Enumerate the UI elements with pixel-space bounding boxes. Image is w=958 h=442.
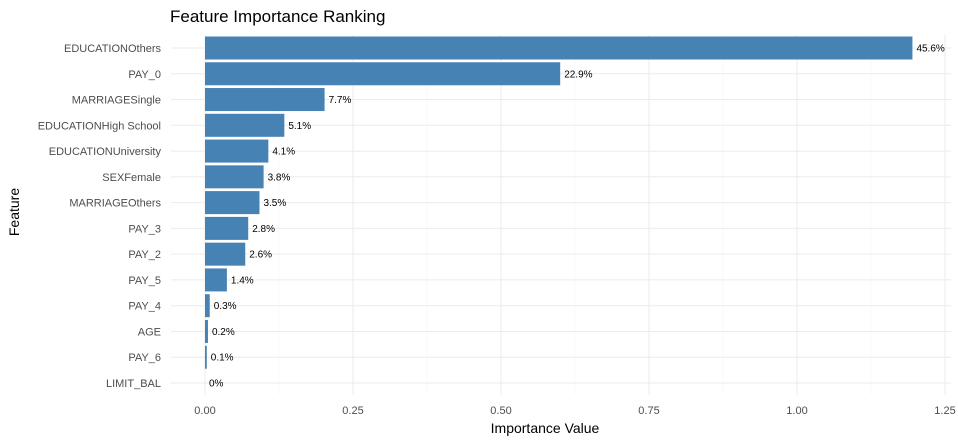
y-tick-label: PAY_3 — [128, 223, 161, 235]
bars — [205, 36, 913, 369]
y-tick-label: MARRIAGEOthers — [69, 198, 161, 210]
data-label: 22.9% — [564, 69, 592, 80]
bar — [205, 36, 913, 60]
data-label: 7.7% — [329, 95, 352, 106]
y-axis-tick-labels: EDUCATIONOthers PAY_0 MARRIAGESingle EDUCAT… — [38, 43, 162, 390]
data-label: 0.2% — [212, 327, 235, 338]
bar — [205, 139, 269, 163]
x-axis-title: Importance Value — [491, 420, 600, 436]
data-label: 3.8% — [268, 172, 291, 183]
bar — [205, 88, 325, 112]
bar — [205, 294, 210, 318]
bar — [205, 242, 246, 266]
bar — [205, 319, 208, 343]
data-label: 5.1% — [288, 121, 311, 132]
y-tick-label: EDUCATIONUniversity — [49, 146, 162, 158]
y-tick-label: PAY_5 — [128, 275, 161, 287]
y-tick-label: EDUCATIONOthers — [64, 43, 161, 55]
x-tick-label: 1.00 — [786, 405, 807, 417]
y-tick-label: LIMIT_BAL — [106, 378, 161, 390]
x-tick-label: 0.75 — [638, 405, 659, 417]
chart-title: Feature Importance Ranking — [170, 7, 385, 26]
data-label: 2.6% — [249, 250, 272, 261]
bar — [205, 191, 260, 215]
x-tick-label: 0.25 — [342, 405, 363, 417]
y-axis-title: Feature — [6, 188, 22, 236]
y-tick-label: MARRIAGESingle — [72, 95, 161, 107]
data-label: 45.6% — [916, 44, 944, 55]
data-label: 2.8% — [252, 224, 275, 235]
bar — [205, 165, 264, 189]
y-tick-label: PAY_0 — [128, 69, 161, 81]
x-axis-tick-labels: 0.00 0.25 0.50 0.75 1.00 1.25 — [194, 405, 955, 417]
bar — [205, 268, 227, 292]
x-tick-label: 1.25 — [934, 405, 955, 417]
data-label: 3.5% — [263, 198, 286, 209]
y-tick-label: SEXFemale — [102, 172, 161, 184]
x-tick-label: 0.00 — [194, 405, 215, 417]
y-tick-label: PAY_4 — [128, 301, 161, 313]
data-labels: 45.6% 22.9% 7.7% 5.1% 4.1% 3.8% 3.5% 2.8% 2.6% 1.… — [209, 44, 945, 390]
y-tick-label: PAY_2 — [128, 249, 161, 261]
bar — [205, 113, 285, 137]
data-label: 0.1% — [211, 353, 234, 364]
bar — [205, 216, 249, 240]
bar — [205, 345, 207, 369]
data-label: 0.3% — [214, 301, 237, 312]
y-tick-label: AGE — [138, 326, 161, 338]
y-tick-label: EDUCATIONHigh School — [38, 120, 161, 132]
bar — [205, 62, 561, 86]
data-label: 4.1% — [272, 147, 295, 158]
data-label: 0% — [209, 379, 224, 390]
y-tick-label: PAY_6 — [128, 352, 161, 364]
data-label: 1.4% — [231, 275, 254, 286]
x-tick-label: 0.50 — [490, 405, 511, 417]
